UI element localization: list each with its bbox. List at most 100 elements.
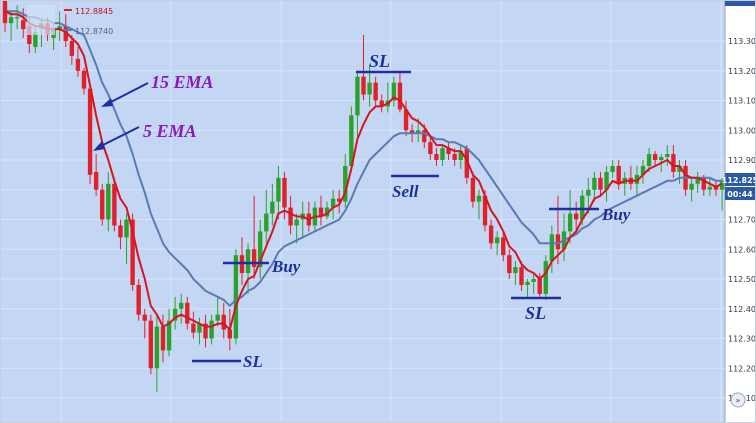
candle-body <box>598 177 603 190</box>
candle <box>203 314 208 348</box>
candle-body <box>179 302 184 309</box>
candle <box>209 314 214 345</box>
price-axis-background[interactable] <box>725 1 755 422</box>
candle <box>330 189 336 220</box>
candle <box>142 308 147 339</box>
candle-body <box>476 195 482 202</box>
price-tick-label: 113.100 <box>728 97 755 106</box>
candle-body <box>367 82 372 95</box>
candle-body <box>258 231 263 268</box>
candle <box>519 261 524 291</box>
candle-body <box>349 115 354 166</box>
ema-slow-line <box>5 10 722 307</box>
candle-body <box>75 58 81 71</box>
candle-body <box>264 213 269 232</box>
current-price-label: 112.825 <box>722 176 755 185</box>
candle-body <box>379 100 384 107</box>
scroll-to-end-button[interactable] <box>730 392 746 408</box>
candle <box>221 302 226 339</box>
candle <box>324 201 330 220</box>
candle <box>610 160 615 178</box>
buy-right-label: Buy <box>601 205 631 224</box>
ema15-label: 15 EMA <box>151 72 214 92</box>
candle <box>713 180 719 196</box>
candle <box>87 85 93 184</box>
candle-body <box>403 109 409 131</box>
candle <box>501 231 506 262</box>
candle <box>464 145 469 184</box>
candle-body <box>343 165 348 202</box>
price-tick-label: 113.200 <box>728 67 755 76</box>
candle <box>179 293 184 324</box>
sl-top-label: SL <box>369 51 390 71</box>
candle <box>434 148 439 166</box>
candle <box>270 183 275 226</box>
candle <box>233 249 239 345</box>
candle-body <box>130 219 135 285</box>
candle-body <box>488 225 494 244</box>
candle-body <box>537 279 542 294</box>
candle <box>403 100 409 137</box>
candle <box>476 189 482 220</box>
candle <box>81 67 87 95</box>
candle-body <box>713 186 719 190</box>
ema15-arrow-shaft <box>106 82 149 105</box>
candle <box>154 314 160 393</box>
candle-body <box>665 154 670 158</box>
candle <box>537 273 542 297</box>
candle-body <box>409 130 415 134</box>
candle-body <box>197 323 202 333</box>
candle <box>69 35 75 65</box>
candle <box>118 219 123 250</box>
candle-body <box>21 20 26 30</box>
candle <box>640 160 646 184</box>
candle-body <box>330 198 336 208</box>
ema5-arrow-head <box>93 141 105 151</box>
candle <box>14 5 20 30</box>
candle-body <box>677 165 682 172</box>
candle <box>604 165 609 202</box>
candle <box>391 76 397 107</box>
legend-fast-value: 112.8845 <box>75 7 113 16</box>
candle <box>124 213 129 265</box>
candle-body <box>276 177 281 202</box>
candle <box>318 195 324 226</box>
candles <box>2 1 725 393</box>
candle <box>343 154 348 208</box>
candle-body <box>106 183 111 220</box>
candle-body <box>154 326 160 369</box>
candle <box>166 308 172 357</box>
candle <box>276 165 281 220</box>
candle-body <box>270 201 275 214</box>
candle <box>586 177 591 214</box>
candle <box>130 213 135 291</box>
sl-bottom-label: SL <box>525 303 546 323</box>
candle-body <box>337 198 342 202</box>
candle-body <box>221 314 226 330</box>
price-tick-label: 112.300 <box>728 335 755 344</box>
candle-body <box>719 180 725 190</box>
candle-body <box>215 314 220 321</box>
candle <box>707 177 713 196</box>
candle <box>349 106 354 172</box>
candle-body <box>659 157 664 160</box>
scale-handle[interactable] <box>725 1 755 6</box>
candle-body <box>93 171 99 190</box>
sl-left-label: SL <box>243 352 263 371</box>
candle <box>689 177 694 202</box>
candle-body <box>63 26 68 41</box>
candle <box>446 142 451 160</box>
candle-body <box>415 130 421 134</box>
candle-body <box>604 171 609 190</box>
candle-body <box>203 323 208 339</box>
candle <box>215 296 220 327</box>
gridlines <box>1 1 725 422</box>
candle <box>440 145 445 166</box>
price-tick-label: 112.500 <box>728 275 755 284</box>
candle <box>373 76 378 107</box>
candle-body <box>494 237 500 244</box>
candle-body <box>422 130 427 143</box>
candle-body <box>701 177 706 190</box>
candle-body <box>501 237 506 256</box>
